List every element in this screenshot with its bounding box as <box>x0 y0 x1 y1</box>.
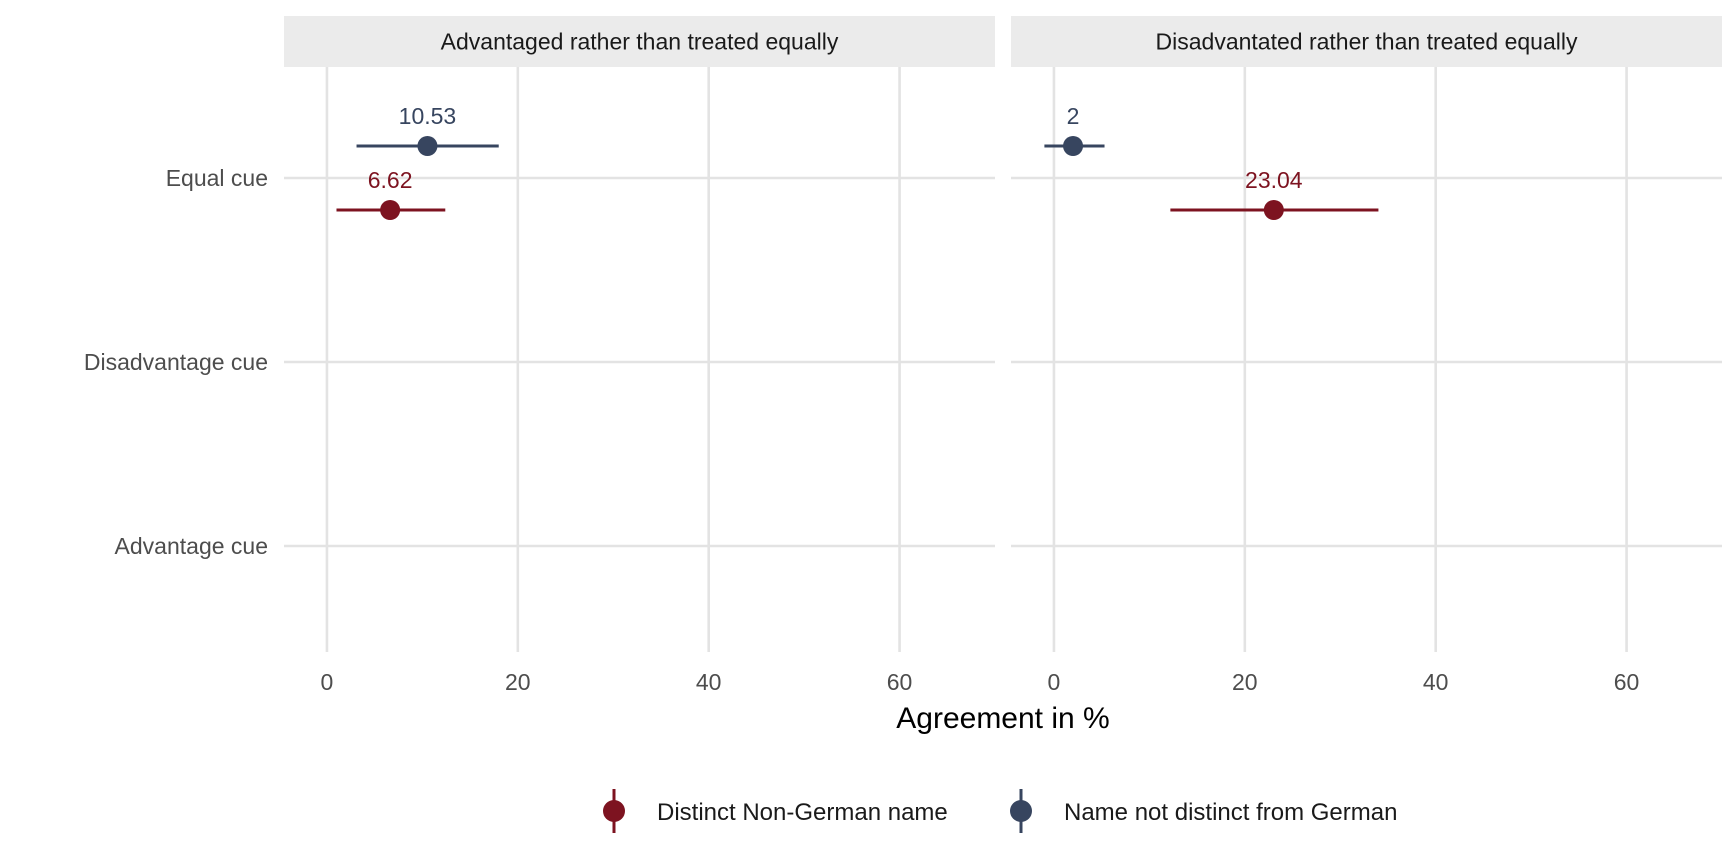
x-tick-label: 40 <box>1423 669 1449 695</box>
data-label: 6.62 <box>368 167 413 193</box>
facet-panels: Advantaged rather than treated equally 0 2… <box>284 16 1722 695</box>
legend-label: Name not distinct from German <box>1064 799 1397 826</box>
legend: Distinct Non-German name Name not distinc… <box>603 789 1397 833</box>
legend-key-point <box>1010 800 1032 822</box>
x-tick-label: 0 <box>321 669 334 695</box>
x-axis-title: Agreement in % <box>896 702 1109 735</box>
data-point <box>380 200 401 220</box>
data-label: 23.04 <box>1245 167 1303 193</box>
legend-key-point <box>603 800 625 822</box>
facet-panel: Advantaged rather than treated equally 0 2… <box>284 16 995 695</box>
x-tick-label: 20 <box>1232 669 1258 695</box>
x-tick-label: 60 <box>1614 669 1640 695</box>
data-label: 10.53 <box>399 103 457 129</box>
data-point <box>417 136 438 156</box>
y-category-label: Disadvantage cue <box>84 349 268 375</box>
y-category-label: Equal cue <box>166 165 268 191</box>
x-tick-label: 40 <box>696 669 722 695</box>
facet-strip <box>1011 16 1722 67</box>
facet-title: Disadvantated rather than treated equall… <box>1156 29 1578 55</box>
data-point <box>1263 200 1284 220</box>
data-label: 2 <box>1067 103 1080 129</box>
facet-panel: Disadvantated rather than treated equall… <box>1011 16 1722 695</box>
x-tick-label: 0 <box>1048 669 1061 695</box>
facet-title: Advantaged rather than treated equally <box>441 29 839 55</box>
y-category-label: Advantage cue <box>115 533 268 559</box>
data-point <box>1063 136 1084 156</box>
y-axis-labels: Equal cue Disadvantage cue Advantage cue <box>84 165 268 559</box>
facet-strip <box>284 16 995 67</box>
legend-label: Distinct Non-German name <box>657 799 948 826</box>
x-tick-label: 20 <box>505 669 531 695</box>
x-tick-label: 60 <box>887 669 913 695</box>
